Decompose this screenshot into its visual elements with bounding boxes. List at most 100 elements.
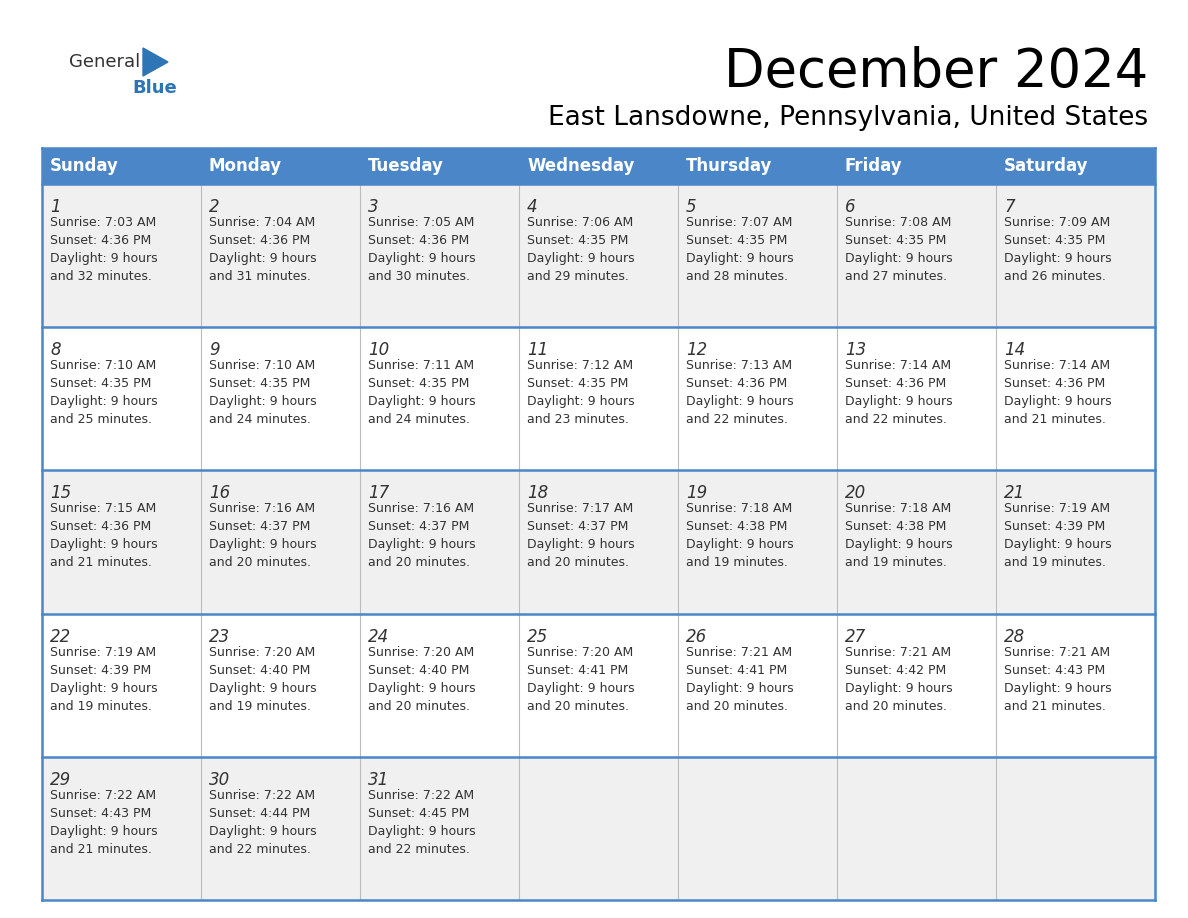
Text: 24: 24 <box>368 628 390 645</box>
Text: Daylight: 9 hours: Daylight: 9 hours <box>209 824 317 838</box>
Text: 23: 23 <box>209 628 230 645</box>
Text: 28: 28 <box>1004 628 1025 645</box>
Text: Sunday: Sunday <box>50 157 119 175</box>
Text: Sunset: 4:43 PM: Sunset: 4:43 PM <box>1004 664 1105 677</box>
Text: Sunset: 4:36 PM: Sunset: 4:36 PM <box>209 234 310 247</box>
Text: Daylight: 9 hours: Daylight: 9 hours <box>50 252 158 265</box>
Text: 5: 5 <box>685 198 696 216</box>
Bar <box>42 756 1155 900</box>
Text: and 25 minutes.: and 25 minutes. <box>50 413 152 426</box>
Text: Sunset: 4:35 PM: Sunset: 4:35 PM <box>527 234 628 247</box>
Text: Sunrise: 7:06 AM: Sunrise: 7:06 AM <box>527 216 633 229</box>
Text: Sunset: 4:38 PM: Sunset: 4:38 PM <box>845 521 947 533</box>
Text: and 22 minutes.: and 22 minutes. <box>685 413 788 426</box>
Text: and 20 minutes.: and 20 minutes. <box>527 700 628 712</box>
Text: 20: 20 <box>845 485 866 502</box>
Text: 9: 9 <box>209 341 220 359</box>
Text: and 21 minutes.: and 21 minutes. <box>50 843 152 856</box>
Text: Sunrise: 7:10 AM: Sunrise: 7:10 AM <box>209 359 315 372</box>
Text: Daylight: 9 hours: Daylight: 9 hours <box>368 252 475 265</box>
Text: General: General <box>69 53 140 71</box>
Text: Sunset: 4:36 PM: Sunset: 4:36 PM <box>1004 377 1105 390</box>
Text: Daylight: 9 hours: Daylight: 9 hours <box>685 252 794 265</box>
Text: Sunrise: 7:21 AM: Sunrise: 7:21 AM <box>1004 645 1110 658</box>
Text: 7: 7 <box>1004 198 1015 216</box>
Text: Sunset: 4:36 PM: Sunset: 4:36 PM <box>50 234 151 247</box>
Text: and 29 minutes.: and 29 minutes. <box>527 270 628 283</box>
Text: and 21 minutes.: and 21 minutes. <box>1004 700 1106 712</box>
Text: 15: 15 <box>50 485 71 502</box>
Text: 10: 10 <box>368 341 390 359</box>
Text: 22: 22 <box>50 628 71 645</box>
Text: Daylight: 9 hours: Daylight: 9 hours <box>209 252 317 265</box>
Text: 27: 27 <box>845 628 866 645</box>
Text: and 21 minutes.: and 21 minutes. <box>50 556 152 569</box>
Text: 19: 19 <box>685 485 707 502</box>
Text: Daylight: 9 hours: Daylight: 9 hours <box>527 252 634 265</box>
Text: Sunrise: 7:22 AM: Sunrise: 7:22 AM <box>209 789 315 801</box>
Text: Sunset: 4:35 PM: Sunset: 4:35 PM <box>845 234 947 247</box>
Text: Sunset: 4:35 PM: Sunset: 4:35 PM <box>50 377 151 390</box>
Text: Sunrise: 7:21 AM: Sunrise: 7:21 AM <box>845 645 952 658</box>
Text: Sunset: 4:40 PM: Sunset: 4:40 PM <box>368 664 469 677</box>
Text: 8: 8 <box>50 341 61 359</box>
Text: and 19 minutes.: and 19 minutes. <box>1004 556 1106 569</box>
Text: and 22 minutes.: and 22 minutes. <box>209 843 311 856</box>
Text: Daylight: 9 hours: Daylight: 9 hours <box>1004 252 1112 265</box>
Polygon shape <box>143 48 168 76</box>
Text: and 22 minutes.: and 22 minutes. <box>845 413 947 426</box>
Text: Sunset: 4:43 PM: Sunset: 4:43 PM <box>50 807 151 820</box>
Text: and 21 minutes.: and 21 minutes. <box>1004 413 1106 426</box>
Text: Sunrise: 7:21 AM: Sunrise: 7:21 AM <box>685 645 792 658</box>
Text: and 32 minutes.: and 32 minutes. <box>50 270 152 283</box>
Text: 12: 12 <box>685 341 707 359</box>
Text: Thursday: Thursday <box>685 157 772 175</box>
Bar <box>42 470 1155 613</box>
Text: Sunrise: 7:08 AM: Sunrise: 7:08 AM <box>845 216 952 229</box>
Text: and 30 minutes.: and 30 minutes. <box>368 270 470 283</box>
Text: Daylight: 9 hours: Daylight: 9 hours <box>368 824 475 838</box>
Text: Sunset: 4:37 PM: Sunset: 4:37 PM <box>368 521 469 533</box>
Bar <box>42 613 1155 756</box>
Text: Sunset: 4:37 PM: Sunset: 4:37 PM <box>527 521 628 533</box>
Text: Sunrise: 7:22 AM: Sunrise: 7:22 AM <box>368 789 474 801</box>
Text: 21: 21 <box>1004 485 1025 502</box>
Text: and 28 minutes.: and 28 minutes. <box>685 270 788 283</box>
Text: Daylight: 9 hours: Daylight: 9 hours <box>50 681 158 695</box>
Text: Sunrise: 7:19 AM: Sunrise: 7:19 AM <box>1004 502 1110 515</box>
Text: Sunset: 4:35 PM: Sunset: 4:35 PM <box>685 234 788 247</box>
Text: Sunset: 4:36 PM: Sunset: 4:36 PM <box>50 521 151 533</box>
Text: Wednesday: Wednesday <box>527 157 634 175</box>
Text: and 24 minutes.: and 24 minutes. <box>368 413 470 426</box>
Text: Sunrise: 7:11 AM: Sunrise: 7:11 AM <box>368 359 474 372</box>
Text: and 31 minutes.: and 31 minutes. <box>209 270 311 283</box>
Text: Sunset: 4:35 PM: Sunset: 4:35 PM <box>368 377 469 390</box>
Text: 30: 30 <box>209 771 230 789</box>
Text: and 20 minutes.: and 20 minutes. <box>845 700 947 712</box>
Text: Sunrise: 7:13 AM: Sunrise: 7:13 AM <box>685 359 792 372</box>
Text: 6: 6 <box>845 198 855 216</box>
Text: Sunrise: 7:14 AM: Sunrise: 7:14 AM <box>1004 359 1110 372</box>
Text: Sunset: 4:36 PM: Sunset: 4:36 PM <box>368 234 469 247</box>
Text: East Lansdowne, Pennsylvania, United States: East Lansdowne, Pennsylvania, United Sta… <box>548 105 1148 131</box>
Text: and 19 minutes.: and 19 minutes. <box>845 556 947 569</box>
Text: Daylight: 9 hours: Daylight: 9 hours <box>527 681 634 695</box>
Text: Sunset: 4:35 PM: Sunset: 4:35 PM <box>527 377 628 390</box>
Text: 29: 29 <box>50 771 71 789</box>
Text: 17: 17 <box>368 485 390 502</box>
Text: Sunrise: 7:04 AM: Sunrise: 7:04 AM <box>209 216 315 229</box>
Text: Sunrise: 7:20 AM: Sunrise: 7:20 AM <box>527 645 633 658</box>
Text: and 20 minutes.: and 20 minutes. <box>368 700 470 712</box>
Text: Sunrise: 7:16 AM: Sunrise: 7:16 AM <box>368 502 474 515</box>
Text: Daylight: 9 hours: Daylight: 9 hours <box>527 396 634 409</box>
Text: 14: 14 <box>1004 341 1025 359</box>
Text: December 2024: December 2024 <box>723 46 1148 98</box>
Text: Daylight: 9 hours: Daylight: 9 hours <box>527 538 634 552</box>
Bar <box>42 148 1155 184</box>
Text: and 20 minutes.: and 20 minutes. <box>368 556 470 569</box>
Text: 1: 1 <box>50 198 61 216</box>
Text: Sunset: 4:35 PM: Sunset: 4:35 PM <box>1004 234 1105 247</box>
Text: Sunrise: 7:20 AM: Sunrise: 7:20 AM <box>368 645 474 658</box>
Text: and 20 minutes.: and 20 minutes. <box>527 556 628 569</box>
Bar <box>42 327 1155 470</box>
